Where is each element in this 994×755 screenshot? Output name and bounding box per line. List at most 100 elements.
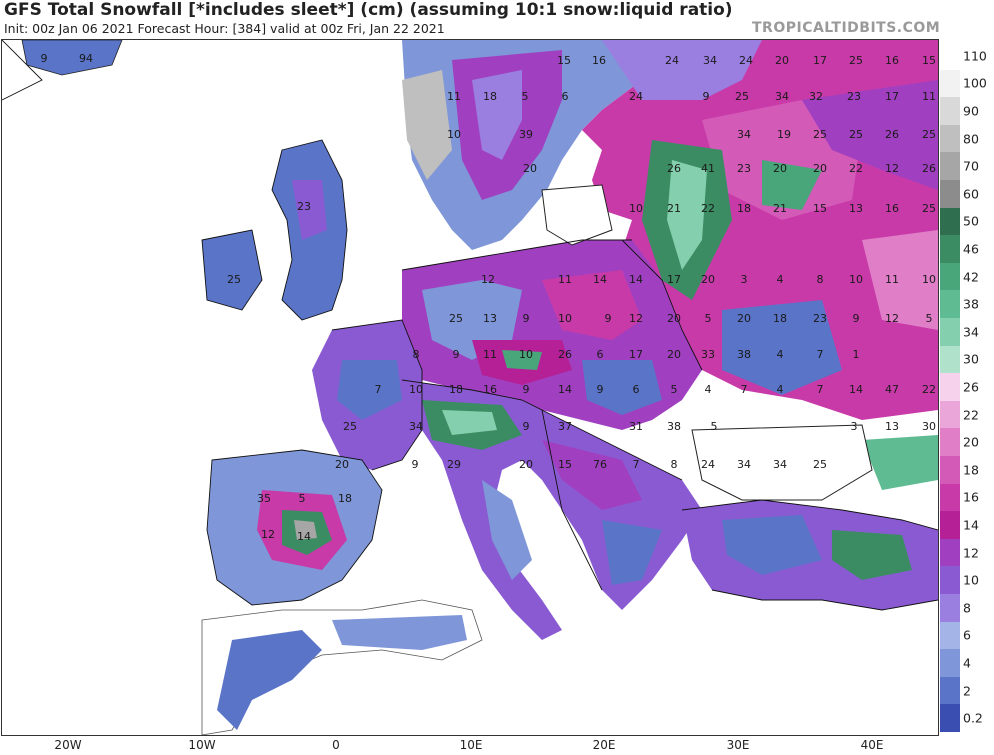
colorbar-swatch <box>940 511 960 540</box>
colorbar-label: 26 <box>963 379 979 395</box>
snowfall-value-label: 25 <box>922 202 936 215</box>
colorbar-swatch <box>940 400 960 429</box>
snowfall-value-label: 17 <box>667 273 681 286</box>
colorbar-swatch <box>940 483 960 512</box>
colorbar-swatch <box>940 676 960 705</box>
snowfall-value-label: 21 <box>667 202 681 215</box>
snowfall-value-label: 4 <box>777 273 784 286</box>
map-subtitle: Init: 00z Jan 06 2021 Forecast Hour: [38… <box>4 21 445 36</box>
snowfall-value-label: 7 <box>741 383 748 396</box>
snowfall-value-label: 11 <box>447 90 461 103</box>
colorbar-swatch <box>940 152 960 181</box>
snowfall-value-label: 1 <box>853 348 860 361</box>
snowfall-value-label: 10 <box>922 273 936 286</box>
snowfall-value-label: 34 <box>703 54 717 67</box>
snowfall-value-label: 10 <box>629 202 643 215</box>
colorbar-label: 16 <box>963 489 979 505</box>
colorbar-label: 90 <box>963 103 979 119</box>
snowfall-value-label: 22 <box>922 383 936 396</box>
snowfall-value-label: 29 <box>447 458 461 471</box>
snowfall-value-label: 9 <box>523 420 530 433</box>
snowfall-value-label: 8 <box>671 458 678 471</box>
snowfall-value-label: 18 <box>483 90 497 103</box>
snowfall-value-label: 6 <box>562 90 569 103</box>
snowfall-value-label: 20 <box>775 54 789 67</box>
snowfall-value-label: 11 <box>922 90 936 103</box>
snowfall-value-label: 3 <box>851 420 858 433</box>
brand-watermark: TROPICALTIDBITS.COM <box>752 20 941 36</box>
colorbar-swatch <box>940 373 960 402</box>
snowfall-value-label: 38 <box>667 420 681 433</box>
snowfall-value-label: 10 <box>849 273 863 286</box>
snowfall-value-label: 24 <box>701 458 715 471</box>
snowfall-value-label: 34 <box>409 420 423 433</box>
snowfall-value-label: 35 <box>257 492 271 505</box>
colorbar-label: 46 <box>963 241 979 257</box>
snowfall-value-label: 18 <box>449 383 463 396</box>
land-alps-italy-balkans <box>402 380 702 640</box>
snowfall-map: 9 94 15 16 24 34 24 20 17 25 16 15 11 18 5 6 24 9 25 34 32 23… <box>1 39 939 736</box>
land-central-europe <box>402 240 702 430</box>
land-scandinavia <box>402 40 652 250</box>
lon-label: 30E <box>726 738 750 752</box>
colorbar-swatch <box>940 566 960 595</box>
snowfall-value-label: 19 <box>777 128 791 141</box>
snowfall-value-label: 94 <box>79 52 93 65</box>
colorbar-swatch <box>940 318 960 347</box>
snowfall-value-label: 4 <box>777 383 784 396</box>
snowfall-value-label: 20 <box>519 458 533 471</box>
map-title: GFS Total Snowfall [*includes sleet*] (c… <box>4 0 733 20</box>
snowfall-value-label: 23 <box>297 200 311 213</box>
snowfall-value-label: 47 <box>885 383 899 396</box>
snowfall-value-label: 7 <box>375 383 382 396</box>
snowfall-value-label: 6 <box>633 383 640 396</box>
snowfall-value-label: 10 <box>447 128 461 141</box>
snowfall-value-label: 31 <box>629 420 643 433</box>
snowfall-value-label: 24 <box>665 54 679 67</box>
snowfall-value-label: 20 <box>701 273 715 286</box>
colorbar-swatch <box>940 538 960 567</box>
snowfall-value-label: 20 <box>813 162 827 175</box>
snowfall-value-label: 9 <box>41 52 48 65</box>
snowfall-value-label: 17 <box>629 348 643 361</box>
snowfall-value-label: 15 <box>813 202 827 215</box>
lon-label: 0 <box>332 738 340 752</box>
snowfall-value-label: 5 <box>705 312 712 325</box>
snowfall-value-label: 20 <box>667 348 681 361</box>
colorbar-label: 60 <box>963 186 979 202</box>
snowfall-value-label: 13 <box>885 420 899 433</box>
snowfall-value-label: 18 <box>338 492 352 505</box>
snowfall-value-label: 26 <box>558 348 572 361</box>
snowfall-value-label: 9 <box>703 90 710 103</box>
longitude-axis: 20W 10W 0 10E 20E 30E 40E <box>0 735 938 755</box>
land-turkey-caucasus <box>682 435 938 610</box>
snowfall-value-label: 13 <box>483 312 497 325</box>
colorbar-label: 30 <box>963 351 979 367</box>
snowfall-value-label: 34 <box>773 458 787 471</box>
snowfall-value-label: 20 <box>773 162 787 175</box>
snowfall-value-label: 10 <box>558 312 572 325</box>
snowfall-value-label: 23 <box>847 90 861 103</box>
land-uk-ireland <box>202 140 347 320</box>
snowfall-value-label: 25 <box>343 420 357 433</box>
colorbar-swatch <box>940 621 960 650</box>
snowfall-value-label: 26 <box>667 162 681 175</box>
snowfall-value-label: 22 <box>701 202 715 215</box>
snowfall-value-label: 22 <box>849 162 863 175</box>
snowfall-value-label: 38 <box>737 348 751 361</box>
colorbar-swatch <box>940 456 960 485</box>
snowfall-value-label: 9 <box>453 348 460 361</box>
snowfall-value-label: 13 <box>849 202 863 215</box>
land-north-africa <box>201 599 483 735</box>
snowfall-value-label: 9 <box>605 312 612 325</box>
header: GFS Total Snowfall [*includes sleet*] (c… <box>0 0 994 38</box>
snowfall-value-label: 24 <box>629 90 643 103</box>
snowfall-value-label: 14 <box>593 273 607 286</box>
snowfall-value-label: 8 <box>817 273 824 286</box>
snowfall-value-label: 15 <box>558 458 572 471</box>
colorbar-swatch <box>940 235 960 264</box>
colorbar-label: 34 <box>963 324 979 340</box>
snowfall-value-label: 39 <box>519 128 533 141</box>
colorbar-label: 14 <box>963 517 979 533</box>
snowfall-value-label: 4 <box>777 348 784 361</box>
